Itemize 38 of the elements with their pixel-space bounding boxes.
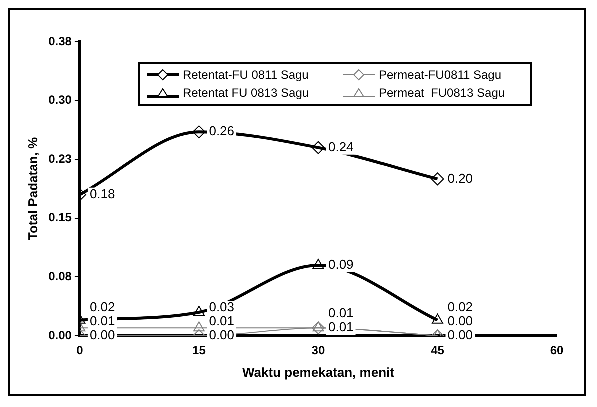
data-label: 0.18 (90, 186, 116, 202)
y-tick-label: 0.30 (48, 93, 72, 108)
data-label: 0.00 (209, 328, 235, 343)
data-label: 0.20 (448, 170, 474, 186)
data-label: 0.03 (209, 300, 235, 315)
x-tick-label: 30 (312, 344, 326, 358)
point (312, 258, 324, 269)
x-tick-label: 0 (76, 344, 84, 358)
data-label: 0.01 (90, 314, 116, 329)
y-tick-label: 0.38 (48, 34, 72, 48)
y-axis-title: Total Padatan, % (25, 137, 40, 241)
legend-label: Permeat-FU0811 Sagu (379, 68, 502, 82)
data-label: 0.02 (90, 300, 116, 315)
data-label: 0.00 (448, 328, 474, 343)
x-axis-title: Waktu pemekatan, menit (242, 364, 396, 380)
legend-label: Retentat FU 0813 Sagu (183, 86, 310, 100)
data-label: 0.09 (328, 257, 354, 272)
data-label: 0.00 (448, 314, 474, 329)
legend-label: Permeat FU0813 Sagu (379, 86, 506, 100)
point (312, 322, 324, 332)
y-tick-label: 0.23 (48, 152, 72, 166)
x-tick-label: 60 (550, 344, 564, 358)
data-label: 0.26 (209, 124, 235, 139)
data-label: 0.01 (328, 306, 354, 321)
x-tick-label: 15 (192, 344, 206, 358)
y-tick-label: 0.08 (48, 270, 72, 284)
data-label: 0.24 (328, 139, 354, 154)
y-tick-label: 0.15 (48, 210, 72, 225)
point (312, 141, 325, 154)
point (432, 314, 444, 324)
y-tick-label: 0.00 (48, 328, 72, 342)
data-label: 0.01 (328, 320, 354, 335)
data-label: 0.00 (90, 328, 116, 343)
data-label: 0.01 (209, 314, 235, 329)
point (431, 172, 444, 186)
data-label: 0.02 (448, 300, 474, 315)
legend-label: Retentat-FU 0811 Sagu (183, 68, 309, 82)
x-tick-label: 45 (431, 344, 445, 358)
